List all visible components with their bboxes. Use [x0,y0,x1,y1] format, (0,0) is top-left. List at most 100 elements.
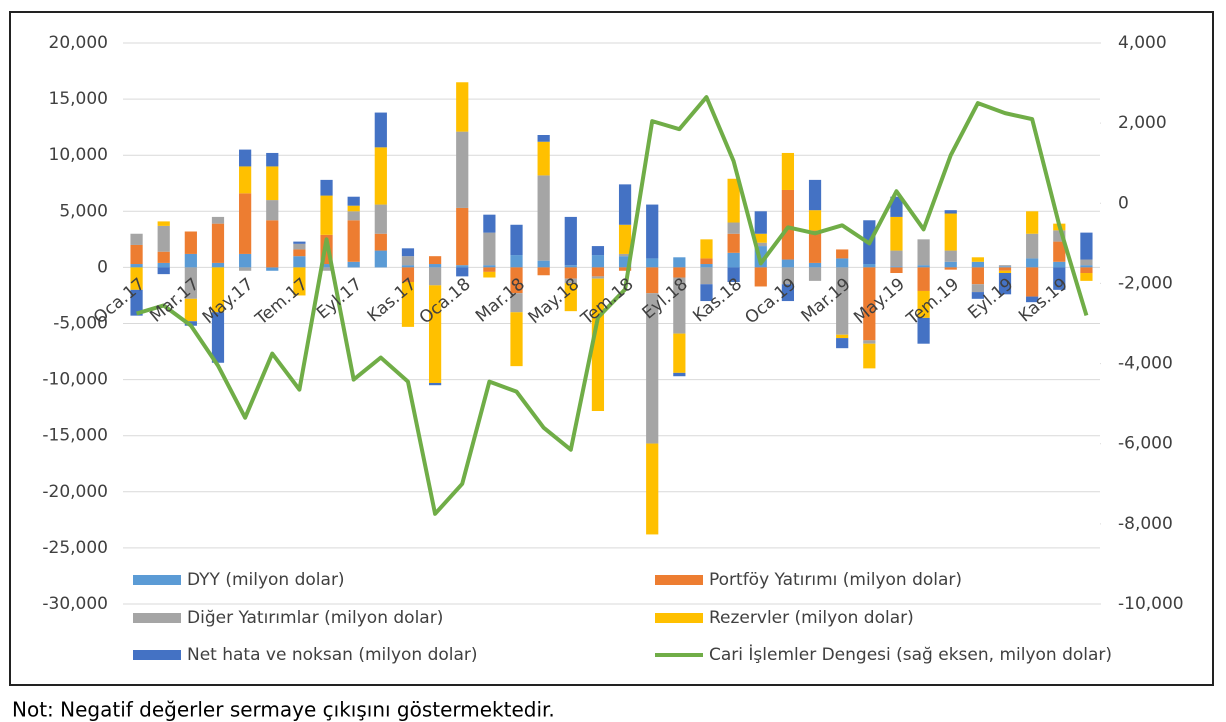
bar-segment [483,214,496,233]
bar-segment [184,253,197,268]
bar-segment [428,382,442,386]
bar-segment [130,244,143,265]
bar-segment [863,340,876,344]
y-tick-label: -30,000 [42,594,108,614]
bar-segment [239,166,252,194]
bar-segment [727,178,740,223]
bar-segment [1053,230,1066,242]
bar-segment [564,265,577,268]
bar-segment [836,249,849,259]
bar-segment [564,216,577,266]
bar-segment [1080,259,1093,266]
legend-label: Rezervler (milyon dolar) [709,608,914,628]
y2-tick-label: -8,000 [1118,514,1173,534]
note: Not: Negatif değerler sermaye çıkışını g… [12,698,555,722]
bar-segment [266,267,279,271]
legend-swatch [133,575,181,585]
y2-tick-label: -6,000 [1118,434,1173,454]
y2-tick-label: 0 [1118,193,1129,213]
bar-segment [564,278,577,284]
bar-segment [754,211,767,234]
bar-segment [239,267,252,271]
bar-segment [483,265,496,268]
bar-segment [483,271,496,278]
bar-segment [971,257,984,262]
y2-tick-label: 4,000 [1118,33,1167,53]
y-tick-label: 20,000 [49,33,108,53]
bar-segment [347,261,360,268]
y-tick-label: -15,000 [42,426,108,446]
bar-segment [184,267,197,299]
bar-segment [700,239,713,259]
legend-swatch [133,650,181,660]
bar-segment [537,175,550,261]
bar-segment [781,284,795,302]
bar-segment [727,267,740,282]
bar-segment [293,249,306,257]
bar-segment [944,261,957,268]
bar-segment [428,285,442,383]
bar-segment [211,216,225,224]
bar-segment [266,200,279,221]
bar-segment [944,210,957,214]
legend-label: Cari İşlemler Dengesi (sağ eksen, milyon… [709,644,1112,665]
bar-segment [998,266,1012,268]
bar-segment [781,267,795,285]
bar-segment [971,261,984,268]
bar-segment [700,267,713,285]
bar-segment [266,220,279,268]
bar-segment [971,292,984,299]
y2-tick-label: 2,000 [1118,113,1167,133]
bar-segment [564,283,577,312]
bar-segment [157,262,170,268]
bar-segment [184,298,197,322]
y-tick-label: 5,000 [59,201,108,221]
bar-segment [673,277,686,334]
bar-segment [347,205,360,212]
bar-segment [646,443,659,535]
bar-segment [890,250,903,267]
bar-segment [130,289,143,316]
bar-segment [293,243,306,250]
bar-segment [863,264,876,268]
bar-segment [293,241,306,244]
bar-segment [401,265,415,268]
bar-segment [483,267,496,272]
y-tick-label: -25,000 [42,538,108,558]
bar-segment [618,184,632,225]
bar-segment [836,258,849,268]
bar-segment [727,252,740,268]
bar-segment [266,152,279,167]
bar-segment [646,267,659,294]
bar-segment [944,250,957,262]
bar-segment [754,242,767,247]
bar-segment [401,248,415,257]
bar-segment [374,147,387,205]
bar-segment [537,267,550,276]
bar-segment [591,255,605,268]
bar-segment [863,343,876,369]
legend-label: Portföy Yatırımı (milyon dolar) [709,570,962,590]
bar-segment [890,266,903,268]
bar-segment [320,264,333,268]
bar-segment [917,317,930,344]
bar-segment [673,257,686,268]
y2-tick-label: -10,000 [1118,594,1184,614]
bar-segment [944,213,957,251]
bar-segment [673,372,686,377]
bar-segment [374,233,387,251]
bar-segment [456,207,469,266]
bar-segment [130,233,143,245]
bar-segment [239,253,252,268]
bar-segment [211,262,225,268]
bar-segment [428,256,442,265]
bar-segment [401,281,415,327]
bar-segment [890,216,903,251]
bar-segment [1026,267,1039,297]
bar-segment [917,267,930,291]
bar-segment [130,264,143,268]
bar-segment [130,267,143,290]
legend-swatch [655,575,703,585]
bar-segment [293,256,306,268]
bar-segment [537,135,550,142]
